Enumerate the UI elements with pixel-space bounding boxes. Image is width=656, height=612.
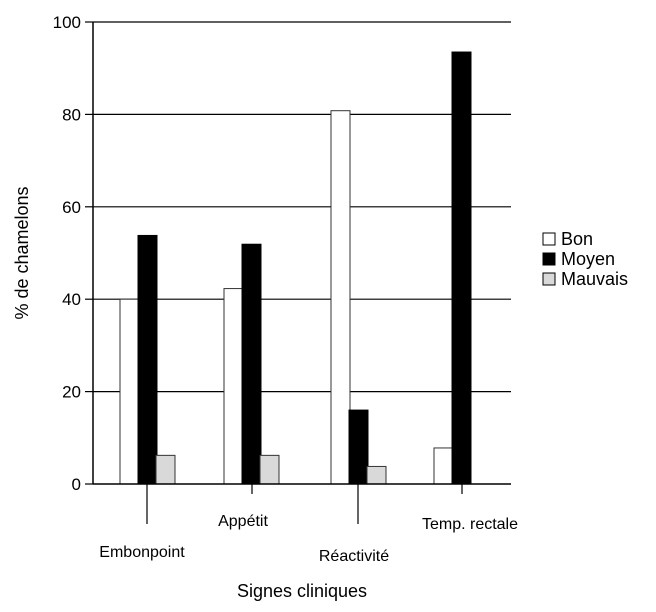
bar-mauvais-2 <box>259 454 280 485</box>
grid-lines <box>93 21 511 393</box>
bar-mauvais-1 <box>155 454 176 485</box>
category-label: Temp. rectale <box>422 516 518 533</box>
legend-label-moyen: Moyen <box>561 249 615 269</box>
category-label: Réactivité <box>319 548 389 565</box>
bar-moyen-1 <box>137 234 158 485</box>
category-labels: Embonpoint Appétit Réactivité Temp. rectale <box>99 484 518 565</box>
y-tick-label: 20 <box>62 383 81 402</box>
y-tick-label: 0 <box>72 475 81 494</box>
legend-label-mauvais: Mauvais <box>561 269 628 289</box>
bar-bon-2 <box>223 288 244 485</box>
legend-swatch-moyen <box>542 252 556 266</box>
category-label: Embonpoint <box>99 544 185 561</box>
category-label: Appétit <box>218 513 268 530</box>
bar-moyen-2 <box>241 243 262 485</box>
legend-swatch-mauvais <box>542 272 556 286</box>
y-axis-title: % de chamelons <box>12 186 32 319</box>
x-axis-title: Signes cliniques <box>237 581 367 601</box>
bar-moyen-4 <box>451 51 472 485</box>
bar-bon-3 <box>330 110 351 485</box>
y-tick-label: 60 <box>62 198 81 217</box>
bar-mauvais-3 <box>366 465 387 485</box>
legend-swatch-bon <box>542 232 556 246</box>
bar-bon-1 <box>119 298 140 485</box>
axes <box>92 22 511 485</box>
y-tick-label: 100 <box>53 13 81 32</box>
bars <box>119 51 472 485</box>
y-tick-label: 40 <box>62 290 81 309</box>
y-tick-label: 80 <box>62 105 81 124</box>
bar-moyen-3 <box>348 409 369 485</box>
legend-label-bon: Bon <box>561 229 593 249</box>
y-ticks: 0 20 40 60 80 100 <box>53 13 93 494</box>
bar-bon-4 <box>433 447 454 485</box>
